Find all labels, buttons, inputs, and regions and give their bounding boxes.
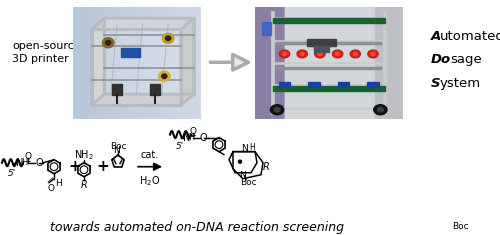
Bar: [112, 84, 122, 95]
Text: +: +: [96, 159, 110, 174]
Text: H: H: [249, 143, 255, 152]
Text: towards automated on-DNA reaction screening: towards automated on-DNA reaction screen…: [50, 221, 344, 234]
Bar: [367, 82, 379, 87]
Circle shape: [300, 52, 304, 56]
Circle shape: [350, 50, 360, 58]
Bar: [278, 82, 290, 87]
Text: O: O: [200, 133, 207, 143]
Circle shape: [318, 52, 322, 56]
Circle shape: [371, 52, 375, 56]
Bar: [306, 39, 336, 46]
Text: O: O: [36, 158, 44, 168]
Text: +: +: [68, 159, 82, 174]
Text: R: R: [80, 180, 87, 190]
Text: H: H: [21, 158, 28, 167]
Polygon shape: [92, 18, 194, 29]
Text: N: N: [240, 171, 246, 180]
Circle shape: [102, 38, 114, 48]
Text: H: H: [55, 179, 62, 188]
Circle shape: [158, 71, 170, 81]
Circle shape: [166, 36, 170, 40]
Text: O: O: [47, 184, 54, 193]
Circle shape: [274, 108, 280, 112]
Circle shape: [374, 105, 387, 115]
Text: 5': 5': [8, 169, 16, 178]
Circle shape: [280, 50, 289, 58]
Circle shape: [378, 108, 384, 112]
Bar: [150, 84, 160, 95]
Text: S: S: [431, 77, 440, 90]
Text: Boc: Boc: [110, 142, 126, 151]
Polygon shape: [92, 29, 181, 105]
Bar: [262, 22, 271, 35]
Text: N: N: [242, 144, 248, 153]
Text: Do: Do: [431, 53, 451, 67]
Circle shape: [314, 50, 325, 58]
Circle shape: [270, 105, 284, 115]
Bar: [338, 82, 349, 87]
Text: R: R: [263, 162, 270, 172]
Circle shape: [336, 52, 340, 56]
Circle shape: [238, 160, 242, 163]
Text: sage: sage: [450, 53, 482, 67]
Polygon shape: [181, 18, 194, 105]
Text: N: N: [114, 146, 120, 155]
Polygon shape: [92, 94, 194, 105]
Text: O: O: [190, 127, 196, 136]
Circle shape: [353, 52, 358, 56]
Text: NH$_2$: NH$_2$: [74, 148, 94, 161]
Text: Boc: Boc: [452, 223, 468, 231]
Bar: [272, 86, 385, 91]
Bar: [308, 82, 320, 87]
Text: open-source
3D printer: open-source 3D printer: [12, 41, 81, 64]
Text: O: O: [24, 152, 32, 161]
Text: cat.: cat.: [141, 150, 159, 160]
Polygon shape: [92, 18, 104, 105]
Circle shape: [106, 40, 111, 45]
Text: utomated: utomated: [440, 30, 500, 43]
Circle shape: [332, 50, 343, 58]
Text: N: N: [16, 158, 24, 168]
Text: H$_2$O: H$_2$O: [140, 174, 160, 188]
Text: A: A: [431, 30, 442, 43]
Circle shape: [282, 52, 286, 56]
Text: ystem: ystem: [440, 77, 481, 90]
Text: Boc: Boc: [240, 178, 256, 187]
Circle shape: [297, 50, 308, 58]
Bar: [272, 18, 385, 23]
Circle shape: [368, 50, 378, 58]
Circle shape: [162, 33, 174, 43]
Text: H: H: [188, 133, 194, 142]
Bar: [314, 46, 329, 52]
Text: N: N: [183, 133, 190, 143]
Bar: [121, 48, 140, 57]
Circle shape: [162, 74, 167, 78]
Text: 5': 5': [176, 142, 184, 151]
